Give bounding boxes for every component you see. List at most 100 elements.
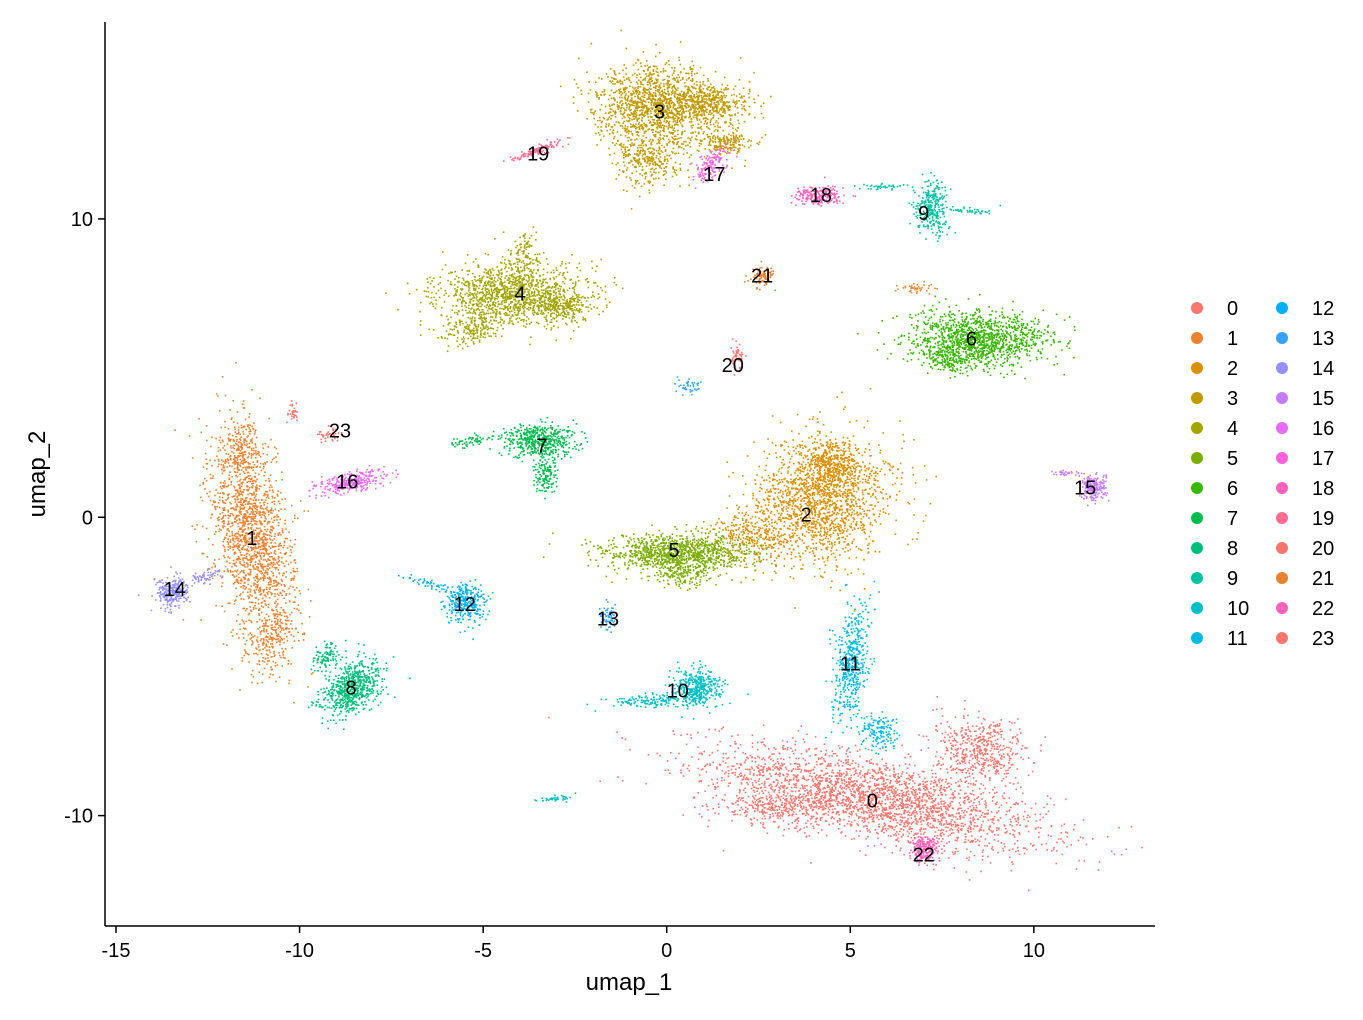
cluster-0-point [935,804,937,807]
cluster-1-point [249,574,252,576]
cluster-1-point [260,557,262,559]
cluster-0-point [945,749,948,752]
cluster-1-point [235,587,237,590]
cluster-1-point [226,443,229,445]
cluster-1-point [237,525,240,528]
cluster-1-point [254,591,256,594]
cluster-0-point [793,786,796,789]
cluster-1-point [274,508,277,511]
cluster-0-point [790,799,793,802]
cluster-0-point [797,766,799,768]
cluster-0-point [957,759,959,761]
cluster-0-point [945,794,947,796]
cluster-0-point [1045,842,1048,845]
cluster-0-point [745,776,748,779]
cluster-0-point [807,800,810,803]
cluster-1-point [271,545,274,547]
cluster-0-point [926,815,929,817]
cluster-1-point [278,652,280,654]
cluster-1-point [244,523,246,525]
cluster-0-point [775,800,778,802]
cluster-0-point [992,830,994,833]
cluster-0-point [990,753,993,756]
cluster-1-point [255,512,258,514]
cluster-0-point [1026,848,1028,851]
cluster-1-point [267,593,269,595]
cluster-0-point [996,743,999,745]
cluster-0-point [975,730,977,732]
cluster-0-point [969,730,972,733]
cluster-0-point [1003,738,1005,740]
cluster-0-point [731,811,734,813]
cluster-1-point [252,608,255,610]
cluster-1-point [266,563,269,566]
cluster-1-point [254,568,257,570]
cluster-0-point [813,772,815,775]
cluster-0-point [1077,839,1080,842]
cluster-0-point [759,800,761,802]
cluster-1-point [238,469,240,471]
cluster-0-point [775,772,777,775]
cluster-0-point [925,819,928,821]
cluster-1-point [257,505,259,508]
cluster-1-point [271,512,273,514]
cluster-0-point [903,853,905,856]
cluster-0-point [988,791,991,794]
cluster-1-point [238,485,241,487]
cluster-1-point [231,531,233,533]
cluster-0-point [999,817,1002,819]
cluster-1-point [232,583,235,585]
cluster-0-point [904,810,907,812]
cluster-0-point [782,834,785,837]
cluster-0-point [698,774,701,776]
cluster-0-point [986,744,988,747]
cluster-1-point [235,571,238,573]
cluster-1-point [265,507,267,510]
cluster-0-point [891,827,893,830]
cluster-1-point [218,516,220,518]
cluster-0-point [753,772,755,775]
cluster-1-point [280,578,283,581]
cluster-0-point [831,750,834,752]
cluster-1-point [277,534,280,536]
cluster-0-point [901,773,903,775]
cluster-1-point [239,593,242,595]
cluster-0-point [994,792,996,794]
cluster-1-point [216,506,218,508]
cluster-1-point [264,528,266,531]
cluster-0-point [926,788,929,791]
cluster-1-point [228,493,230,495]
cluster-1-point [261,681,263,684]
cluster-0-point [884,813,887,815]
cluster-1-point [241,534,243,536]
cluster-0-point [814,736,817,738]
cluster-0-point [818,808,820,810]
cluster-0-point [982,754,985,757]
cluster-0-point [979,746,981,748]
cluster-1-point [290,578,293,580]
cluster-0-point [927,824,929,827]
cluster-0-point [861,790,863,793]
cluster-0-point [874,771,876,773]
cluster-0-point [796,817,798,820]
cluster-0-point [1015,802,1017,804]
cluster-0-point [990,830,992,832]
cluster-0-point [879,771,882,773]
cluster-0-point [971,738,973,741]
cluster-0-point [753,791,756,793]
cluster-0-point [739,763,741,765]
cluster-0-point [896,822,899,824]
cluster-1-point [244,557,247,559]
cluster-0-point [823,807,825,809]
cluster-1-point [216,455,218,457]
cluster-0-point [979,727,981,729]
cluster-0-point [794,749,797,751]
cluster-0-point [975,814,977,817]
cluster-0-point [881,829,883,832]
cluster-0-point [975,755,977,757]
cluster-0-point [753,786,755,788]
cluster-0-point [845,759,847,762]
cluster-0-point [894,776,896,779]
cluster-1-point [265,571,267,574]
cluster-1-point [250,568,252,571]
